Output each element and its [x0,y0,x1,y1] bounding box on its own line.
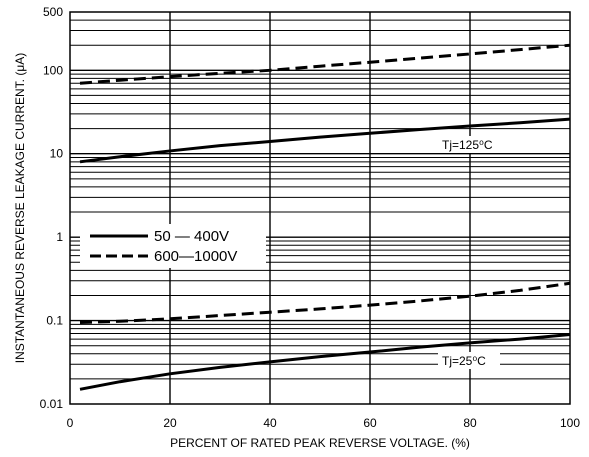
series-line-solid-tj25 [79,333,571,391]
legend-label-dashed: 600—1000V [154,248,237,265]
x-axis-label: PERCENT OF RATED PEAK REVERSE VOLTAGE. (… [170,436,470,450]
x-tick-label: 100 [560,416,580,430]
x-tick-label: 60 [363,416,377,430]
x-tick-label: 20 [163,416,177,430]
legend-background [80,224,266,268]
annotation-25-bg [438,352,500,369]
legend-label-solid: 50 — 400V [154,228,229,245]
annotation-tj-125: Tj=125⁰C [442,138,493,152]
x-tick-label: 40 [263,416,277,430]
y-tick-label: 100 [43,63,63,77]
plot-frame [69,11,571,405]
y-tick-label: 500 [43,5,63,19]
x-tick-labels: 0 20 40 60 80 100 [67,416,581,430]
y-tick-labels: 0.01 0.1 1 10 100 500 [40,5,64,411]
x-tick-label: 80 [463,416,477,430]
legend: 50 — 400V 600—1000V [80,224,266,268]
series-line-dashed-tj125 [79,43,571,85]
annotation-tj-25: Tj=25⁰C [442,354,486,368]
series-line-dashed-tj25 [79,281,571,324]
y-tick-label: 10 [50,147,64,161]
y-tick-label: 0.01 [40,397,64,411]
y-tick-label: 1 [56,230,63,244]
y-tick-label: 0.1 [46,314,63,328]
x-tick-label: 0 [67,416,74,430]
series [79,43,571,391]
y-axis-label: INSTANTANEOUS REVERSE LEAKAGE CURRENT. (… [13,53,27,364]
series-line-solid-tj125 [79,117,571,164]
annotation-125-bg [438,136,506,153]
